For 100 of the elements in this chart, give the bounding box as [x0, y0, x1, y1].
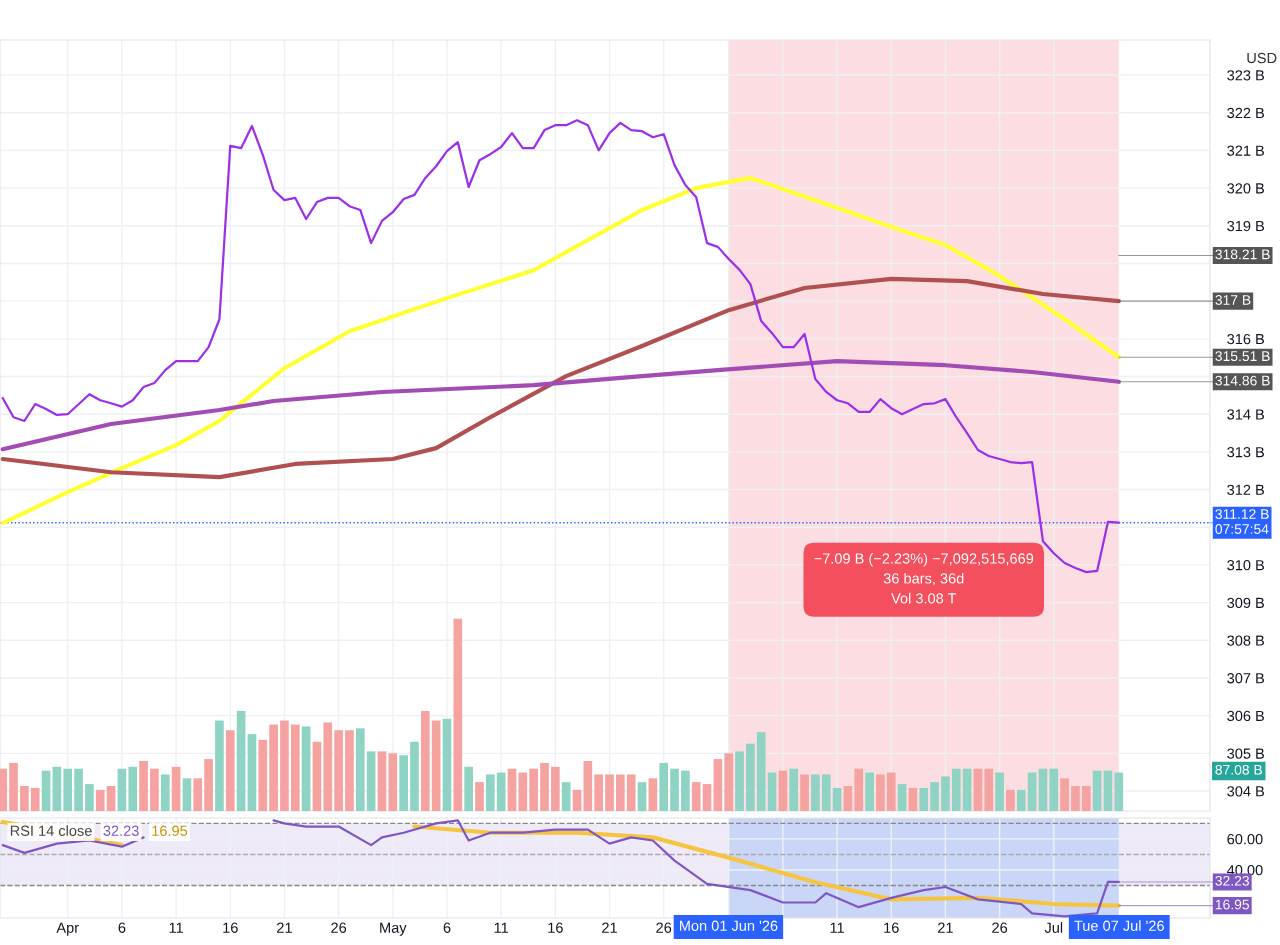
bar [594, 774, 604, 811]
bar [0, 768, 8, 811]
x-tick-label: 21 [602, 922, 617, 933]
bar [1114, 772, 1124, 811]
bar [789, 768, 799, 811]
x-tick-label: 21 [938, 922, 953, 933]
bar [74, 768, 83, 811]
x-tick-label: 11 [169, 922, 183, 933]
bar [518, 772, 528, 811]
y-tick-label: 312 B [1227, 484, 1265, 495]
bar [204, 759, 213, 811]
bar [475, 782, 484, 811]
x-tick-label: 6 [443, 922, 451, 933]
bar [1049, 768, 1059, 811]
bar [410, 741, 419, 811]
bar [128, 766, 138, 811]
bar [1103, 770, 1113, 811]
x-tick-label: May [380, 922, 407, 936]
bar [778, 770, 788, 811]
bar [551, 766, 560, 811]
bar [908, 787, 918, 811]
bar [182, 778, 192, 811]
band-label: −7.09 B (−2.23%) −7,092,515,669 36 bars, 36d Vol 3.08 T [814, 552, 1034, 604]
bar [464, 766, 473, 811]
y-tick-label: 316 B [1227, 333, 1265, 345]
x-tick-label: Jul [1044, 922, 1063, 933]
bar [821, 774, 831, 811]
y-tick-label: 308 B [1227, 635, 1265, 646]
bar [583, 761, 593, 811]
bar [150, 768, 159, 811]
bar [41, 770, 51, 811]
x-tick-label: 26 [992, 922, 1008, 933]
annotation: 16.95 [152, 825, 188, 836]
bar [897, 784, 907, 811]
bar [30, 787, 40, 811]
text: 87.08 B [1215, 764, 1262, 775]
bar [117, 768, 127, 811]
y-tick-label: 306 B [1227, 710, 1265, 722]
bar [540, 762, 549, 811]
y-tick-label: 305 B [1227, 748, 1265, 759]
bar [399, 755, 408, 811]
line-series [0, 358, 1121, 452]
bar [767, 772, 777, 811]
bar [496, 772, 506, 811]
bar [919, 787, 929, 811]
line-series [0, 175, 1121, 526]
ref-line-label: 311.12 B 07:57:54 [1215, 509, 1269, 534]
bar [973, 768, 983, 811]
y-tick-label: 314 B [1227, 409, 1265, 420]
bar [724, 753, 734, 811]
bar [691, 782, 701, 811]
line-series [1, 119, 1120, 574]
bar [377, 751, 387, 811]
bar [886, 772, 896, 811]
bar [106, 786, 116, 811]
bar [756, 732, 766, 811]
bar [962, 768, 972, 811]
bar [605, 774, 614, 811]
bar [941, 776, 950, 811]
x-tick-label: 16 [548, 922, 563, 933]
x-tick-label: 26 [656, 922, 672, 933]
bar [269, 724, 278, 811]
bar [85, 784, 94, 811]
x-tick-label: 21 [277, 922, 292, 933]
bar [63, 768, 73, 811]
bar [681, 770, 690, 811]
y-tick-label: 304 B [1227, 786, 1265, 797]
y-tick-label: 309 B [1227, 597, 1265, 609]
annotation: 317 B [1215, 295, 1251, 305]
bar [626, 774, 636, 811]
bar [876, 774, 885, 811]
y-tick-label: 320 B [1227, 183, 1265, 194]
x-tick-label: 11 [830, 922, 844, 933]
bar [453, 618, 463, 811]
bar [442, 718, 452, 811]
x-tick-label: 6 [118, 922, 126, 933]
bar [930, 782, 939, 811]
bar [366, 751, 376, 811]
bar [171, 766, 181, 811]
annotation: 314.86 B [1215, 375, 1270, 386]
bar [290, 724, 300, 811]
bar [800, 774, 809, 811]
bar [236, 711, 246, 811]
y-tick-label: 322 B [1227, 107, 1265, 119]
y-tick-label: 60.00 [1227, 834, 1263, 845]
bar [843, 786, 853, 811]
bar [811, 774, 820, 811]
bar [702, 784, 712, 811]
bar [431, 720, 441, 811]
bar [1038, 768, 1048, 811]
bar [1092, 770, 1102, 811]
bar [52, 766, 62, 811]
bar [995, 772, 1004, 811]
bar [323, 722, 333, 811]
bar [616, 774, 625, 811]
x-tick-label: 16 [884, 922, 899, 933]
bar [345, 730, 354, 811]
bar [1006, 789, 1015, 811]
y-tick-label: 323 B [1227, 70, 1265, 81]
bar [713, 759, 723, 811]
